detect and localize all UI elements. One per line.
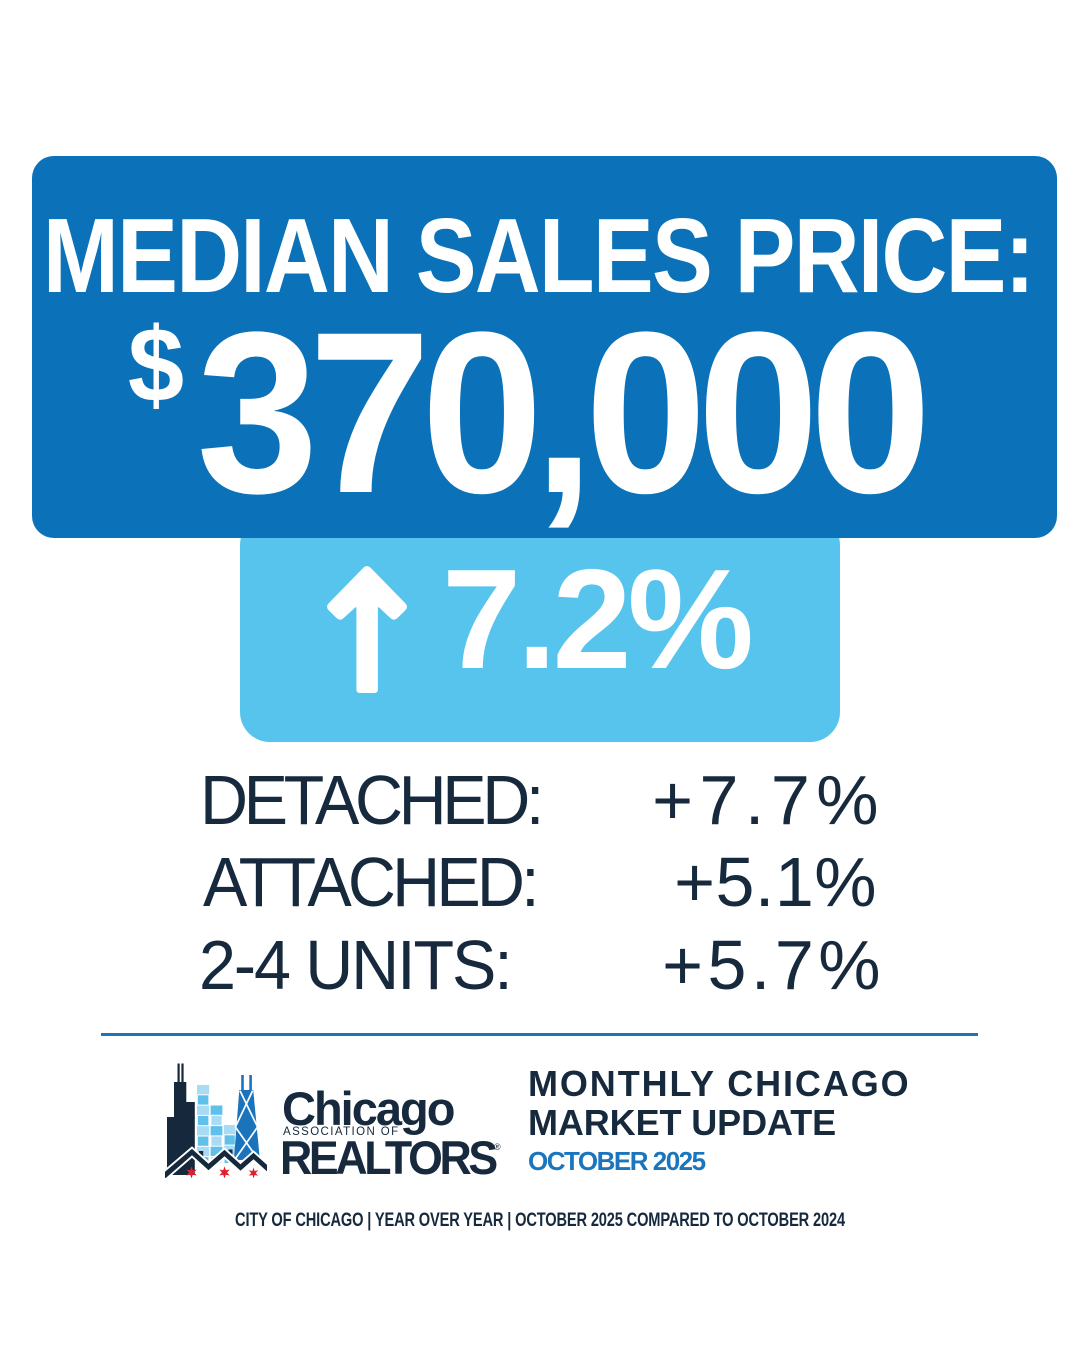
registered-trademark-symbol: ® <box>494 1142 501 1152</box>
yoy-change-value: 7.2% <box>442 539 754 699</box>
hancock-tower <box>233 1075 260 1160</box>
chicago-flag-stars <box>186 1166 259 1178</box>
logo-association-text: ASSOCIATION OF <box>283 1126 400 1138</box>
stat-label: 2-4 UNITS: <box>199 926 513 1004</box>
stat-value: +5.7% <box>662 926 885 1004</box>
logo-chicago-text: Chicago <box>282 1082 455 1135</box>
arrow-up-icon <box>327 566 408 693</box>
stat-row-detached: DETACHED: +7.7% <box>200 761 885 839</box>
stat-value: +5.1% <box>674 843 877 921</box>
stat-row-2-4-units: 2-4 UNITS: +5.7% <box>199 926 885 1004</box>
chicago-skyline-logo <box>165 1063 267 1178</box>
footnote-caption: CITY OF CHICAGO | YEAR OVER YEAR | OCTOB… <box>235 1209 845 1231</box>
median-price-card <box>32 156 1057 538</box>
logo-realtors-text: REALTORS <box>280 1131 498 1184</box>
yoy-change-content: 7.2% <box>240 515 840 742</box>
stat-row-attached: ATTACHED: +5.1% <box>203 847 882 917</box>
price-value: 370,000 <box>196 284 931 541</box>
price-heading: MEDIAN SALES PRICE: <box>42 197 1035 315</box>
stat-label: DETACHED: <box>200 761 544 839</box>
stat-label: ATTACHED: <box>203 843 540 921</box>
currency-symbol: $ <box>127 306 185 424</box>
update-period: OCTOBER 2025 <box>528 1146 706 1176</box>
price-amount: $370,000 <box>22 298 1028 603</box>
update-title-line1: MONTHLY CHICAGO <box>528 1063 911 1104</box>
yoy-change-card: 7.2% <box>240 515 840 742</box>
footer-divider-line <box>101 1033 978 1036</box>
house-roofs <box>165 1146 267 1178</box>
stat-value: +7.7% <box>652 761 885 839</box>
update-title-line2: MARKET UPDATE <box>528 1102 837 1143</box>
